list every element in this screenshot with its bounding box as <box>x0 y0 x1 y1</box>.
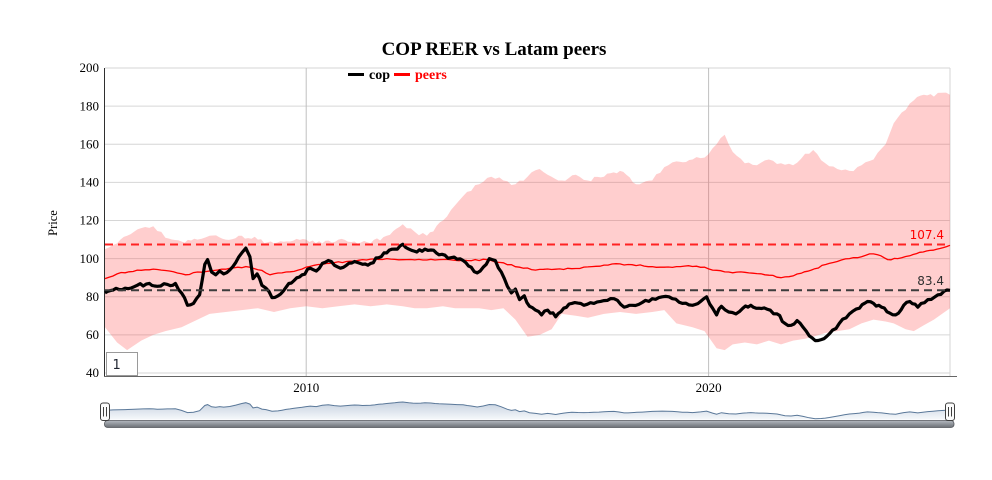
handle-body[interactable] <box>100 402 110 421</box>
cop-series-line <box>104 242 951 343</box>
plotline-label: 107.4 <box>910 228 944 242</box>
series-layer <box>104 92 951 351</box>
y-tick-label: 140 <box>80 175 100 190</box>
scrollbar[interactable] <box>104 420 955 428</box>
handle-body[interactable] <box>945 402 955 421</box>
y-tick-label: 180 <box>80 98 100 113</box>
legend-label-cop[interactable]: cop <box>369 68 390 83</box>
y-tick-label: 40 <box>86 365 99 380</box>
x-tick-label: 2010 <box>293 380 319 395</box>
annotation-box[interactable]: 1 <box>106 352 138 376</box>
legend-label-peers[interactable]: peers <box>415 68 447 83</box>
annotation-label: 1 <box>113 358 121 373</box>
y-tick-label: 120 <box>80 213 100 228</box>
y-tick-label: 100 <box>80 251 100 266</box>
y-axis-title: Price <box>46 210 60 236</box>
navigator-right-handle[interactable] <box>945 402 955 421</box>
navigator-left-handle[interactable] <box>100 402 110 421</box>
x-tick-label: 2020 <box>696 380 722 395</box>
y-tick-label: 160 <box>80 136 100 151</box>
y-tick-label: 200 <box>80 60 100 75</box>
y-tick-label: 80 <box>86 289 99 304</box>
plotline-label: 83.4 <box>917 274 944 288</box>
gridlines <box>104 67 957 377</box>
peers-range-band <box>105 92 950 351</box>
annotation-rect[interactable] <box>106 352 138 376</box>
navigator <box>100 401 955 428</box>
navigator-area[interactable] <box>105 402 950 420</box>
legend: cop peers <box>348 68 447 83</box>
navigator-line <box>104 401 951 420</box>
y-tick-label: 60 <box>86 327 99 342</box>
axis-labels: 40 60 80 100 120 140 160 180 200 2010 2020 <box>80 60 722 395</box>
peers-series-line <box>104 244 951 280</box>
chart-title: COP REER vs Latam peers <box>382 39 607 60</box>
plotline-layer: 107.4 83.4 <box>105 228 950 292</box>
